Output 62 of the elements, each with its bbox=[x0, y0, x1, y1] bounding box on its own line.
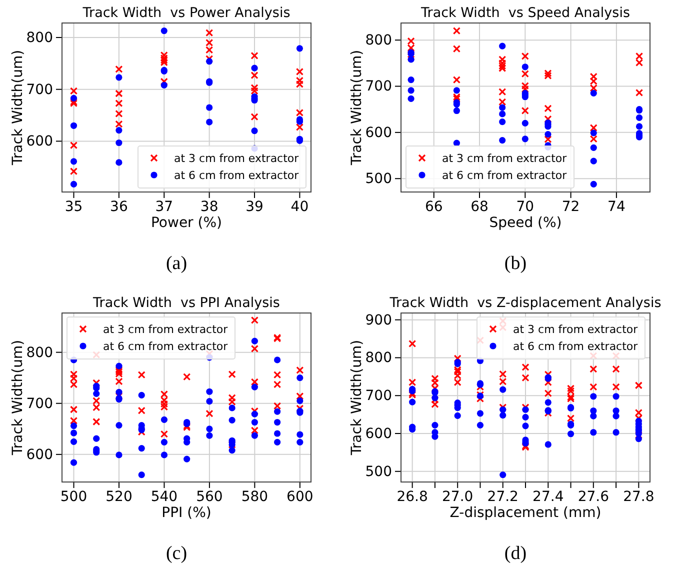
y-tick-label: 800 bbox=[365, 350, 392, 366]
legend-label: at 3 cm from extractor bbox=[103, 323, 228, 336]
legend-label: at 6 cm from extractor bbox=[103, 340, 228, 353]
y-axis-title: Track Width(um) bbox=[10, 50, 26, 166]
x-tick-label: 27.4 bbox=[532, 488, 564, 505]
x-tick-label: 27.6 bbox=[578, 488, 610, 505]
y-tick-label: 900 bbox=[365, 312, 392, 328]
y-axis-title: Track Width(um) bbox=[10, 340, 26, 456]
legend-label: at 6 cm from extractor bbox=[513, 340, 638, 353]
x-tick-label: 38 bbox=[200, 198, 218, 215]
y-tick-label: 600 bbox=[365, 426, 392, 442]
x-axis-title: Z-displacement (mm) bbox=[450, 505, 602, 521]
legend-label: at 3 cm from extractor bbox=[513, 323, 638, 336]
y-tick-label: 500 bbox=[365, 464, 392, 480]
x-tick-label: 70 bbox=[516, 198, 534, 215]
x-tick-label: 37 bbox=[155, 198, 174, 215]
x-tick-label: 66 bbox=[424, 198, 443, 215]
x-tick-label: 72 bbox=[562, 198, 580, 215]
text: (c) bbox=[166, 543, 188, 564]
chart-title: Track Width vs Z-displacement Analysis bbox=[388, 295, 662, 311]
y-tick-label: 600 bbox=[26, 134, 53, 150]
x-tick-label: 600 bbox=[286, 488, 314, 505]
chart-title: Track Width vs PPI Analysis bbox=[92, 295, 280, 311]
x-tick-label: 27.0 bbox=[442, 488, 474, 505]
text: (a) bbox=[166, 253, 188, 274]
x-tick-label: 27.2 bbox=[487, 488, 518, 505]
x-tick-label: 39 bbox=[246, 198, 264, 215]
legend-label: at 6 cm from extractor bbox=[174, 169, 300, 182]
y-tick-label: 800 bbox=[26, 30, 53, 46]
y-tick-label: 800 bbox=[26, 344, 53, 361]
x-tick-label: 74 bbox=[608, 198, 626, 215]
y-tick-label: 700 bbox=[365, 78, 392, 95]
x-tick-label: 580 bbox=[241, 488, 268, 505]
chart-title: Track Width vs Power Analysis bbox=[82, 5, 290, 21]
x-tick-label: 68 bbox=[470, 198, 488, 215]
y-tick-label: 700 bbox=[26, 396, 53, 412]
legend-label: at 3 cm from extractor bbox=[174, 152, 300, 165]
y-tick-label: 700 bbox=[26, 82, 53, 98]
x-axis-title: Speed (%) bbox=[489, 215, 562, 231]
y-tick-label: 600 bbox=[26, 446, 53, 463]
x-axis-title: PPI (%) bbox=[162, 505, 212, 521]
x-tick-label: 540 bbox=[150, 488, 178, 505]
x-tick-label: 520 bbox=[106, 488, 132, 505]
legend-label: at 3 cm from extractor bbox=[442, 152, 568, 165]
x-tick-label: 27.8 bbox=[623, 488, 654, 505]
text: (d) bbox=[504, 543, 527, 564]
y-tick-label: 500 bbox=[365, 171, 392, 188]
y-axis-title: Track Width(um) bbox=[349, 340, 365, 456]
x-tick-label: 40 bbox=[290, 198, 309, 215]
x-tick-label: 500 bbox=[60, 488, 88, 505]
legend-label: at 6 cm from extractor bbox=[442, 169, 568, 182]
y-tick-label: 600 bbox=[365, 124, 392, 141]
y-tick-label: 700 bbox=[365, 388, 392, 404]
y-axis-title: Track Width(um) bbox=[349, 50, 365, 166]
x-tick-label: 560 bbox=[196, 488, 223, 505]
text: (b) bbox=[504, 253, 527, 274]
y-tick-label: 800 bbox=[365, 32, 392, 49]
x-tick-label: 26.8 bbox=[396, 488, 428, 505]
x-tick-label: 35 bbox=[64, 198, 83, 215]
x-tick-label: 36 bbox=[110, 198, 128, 215]
x-axis-title: Power (%) bbox=[150, 215, 222, 231]
chart-title: Track Width vs Speed Analysis bbox=[420, 5, 630, 21]
